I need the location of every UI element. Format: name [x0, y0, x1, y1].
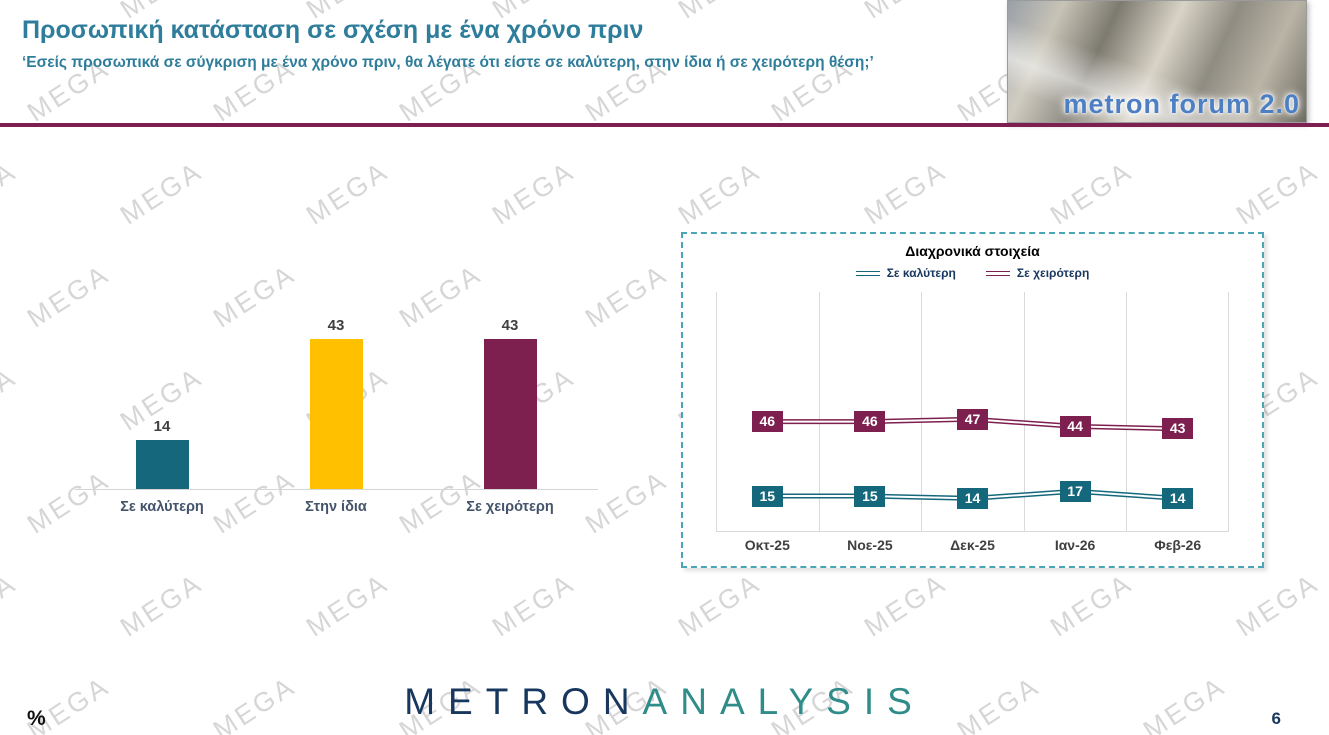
data-point-label: 17 — [1059, 480, 1091, 502]
header-text: Προσωπική κατάσταση σε σχέση με ένα χρόν… — [22, 16, 874, 74]
trend-chart-plot: 15 15 14 17 14 46 46 47 44 43 — [716, 292, 1229, 532]
legend-item: Σε χειρότερη — [985, 266, 1090, 280]
bar-chart-categories: Σε καλύτερη Στην ίδια Σε χειρότερη — [75, 499, 598, 515]
data-point-label: 15 — [854, 485, 886, 507]
legend-label: Σε χειρότερη — [1016, 266, 1090, 280]
data-point-label: 14 — [957, 487, 988, 509]
brand-analysis: ANALYSIS — [642, 681, 925, 722]
page-title: Προσωπική κατάσταση σε σχέση με ένα χρόν… — [22, 16, 644, 44]
data-point-label: 14 — [1162, 487, 1194, 509]
watermark-text: MEGA — [1044, 155, 1139, 231]
header: Προσωπική κατάσταση σε σχέση με ένα χρόν… — [0, 0, 1329, 123]
trend-chart-legend: Σε καλύτερη Σε χειρότερη — [683, 266, 1262, 280]
bar-value-label: 43 — [327, 316, 345, 334]
watermark-text: MEGA — [114, 155, 209, 231]
bar — [135, 440, 189, 489]
x-axis-label: Νοε-25 — [847, 537, 893, 553]
watermark-text: MEGA — [1230, 155, 1325, 231]
watermark-text: MEGA — [0, 155, 23, 231]
watermark-text: MEGA — [1230, 567, 1325, 643]
bar-category-label: Σε χειρότερη — [466, 499, 554, 515]
x-axis-label: Φεβ-26 — [1154, 537, 1202, 553]
x-axis-label: Ιαν-26 — [1054, 537, 1096, 553]
watermark-text: MEGA — [672, 155, 767, 231]
trend-chart-title: Διαχρονικά στοιχεία — [905, 243, 1040, 259]
bar-category-label: Στην ίδια — [305, 499, 367, 515]
watermark-text: MEGA — [1323, 258, 1329, 334]
brand-metron: METRON — [404, 681, 643, 722]
bar-column: 43 — [249, 316, 423, 489]
bar-column: 43 — [423, 316, 597, 489]
watermark-text: MEGA — [858, 155, 953, 231]
page-subtitle: ‘Εσείς προσωπικά σε σύγκριση με ένα χρόν… — [22, 54, 874, 71]
bar — [309, 338, 363, 489]
x-axis-label: Οκτ-25 — [744, 537, 790, 553]
unit-label: % — [27, 707, 46, 730]
metron-analysis-logo: METRONANALYSIS — [0, 681, 1329, 723]
data-point-label: 46 — [854, 411, 886, 433]
watermark-text: MEGA — [1044, 567, 1139, 643]
trend-chart-x-axis: Οκτ-25 Νοε-25 Δεκ-25 Ιαν-26 Φεβ-26 — [716, 537, 1229, 553]
legend-line-swatch — [985, 270, 1010, 276]
data-point-label: 46 — [751, 411, 783, 433]
page-number: 6 — [1271, 709, 1281, 728]
trend-chart: Διαχρονικά στοιχεία Σε καλύτερη Σε χειρότ… — [681, 232, 1264, 568]
watermark-text: MEGA — [486, 567, 581, 643]
header-divider — [0, 123, 1329, 127]
watermark-text: MEGA — [300, 567, 395, 643]
bar-category-label: Σε καλύτερη — [120, 499, 204, 515]
watermark-text: MEGA — [858, 567, 953, 643]
watermark-text: MEGA — [0, 361, 23, 437]
legend-line-swatch — [855, 270, 880, 276]
watermark-text: MEGA — [0, 567, 23, 643]
bar — [483, 338, 537, 489]
data-point-label: 15 — [751, 485, 783, 507]
bar-value-label: 43 — [501, 316, 519, 334]
legend-label: Σε καλύτερη — [886, 266, 956, 280]
watermark-text: MEGA — [672, 567, 767, 643]
data-point-label: 43 — [1162, 418, 1194, 440]
watermark-text: MEGA — [1323, 464, 1329, 540]
watermark-text: MEGA — [486, 155, 581, 231]
data-point-label: 47 — [957, 408, 988, 430]
bar-chart-plot: 14 43 43 — [75, 308, 598, 490]
bar-value-label: 14 — [153, 418, 171, 435]
x-axis-label: Δεκ-25 — [950, 537, 995, 553]
metron-forum-logo-text: metron forum 2.0 — [1063, 89, 1300, 119]
watermark-text: MEGA — [300, 155, 395, 231]
metron-forum-logo: metron forum 2.0 — [1007, 0, 1307, 123]
watermark-text: MEGA — [114, 567, 209, 643]
legend-item: Σε καλύτερη — [855, 266, 956, 280]
bar-chart: 14 43 43 Σε καλύτερη Στην ίδια Σε χειρότερη — [75, 308, 598, 515]
data-point-label: 44 — [1059, 415, 1091, 437]
bar-column: 14 — [75, 418, 249, 489]
